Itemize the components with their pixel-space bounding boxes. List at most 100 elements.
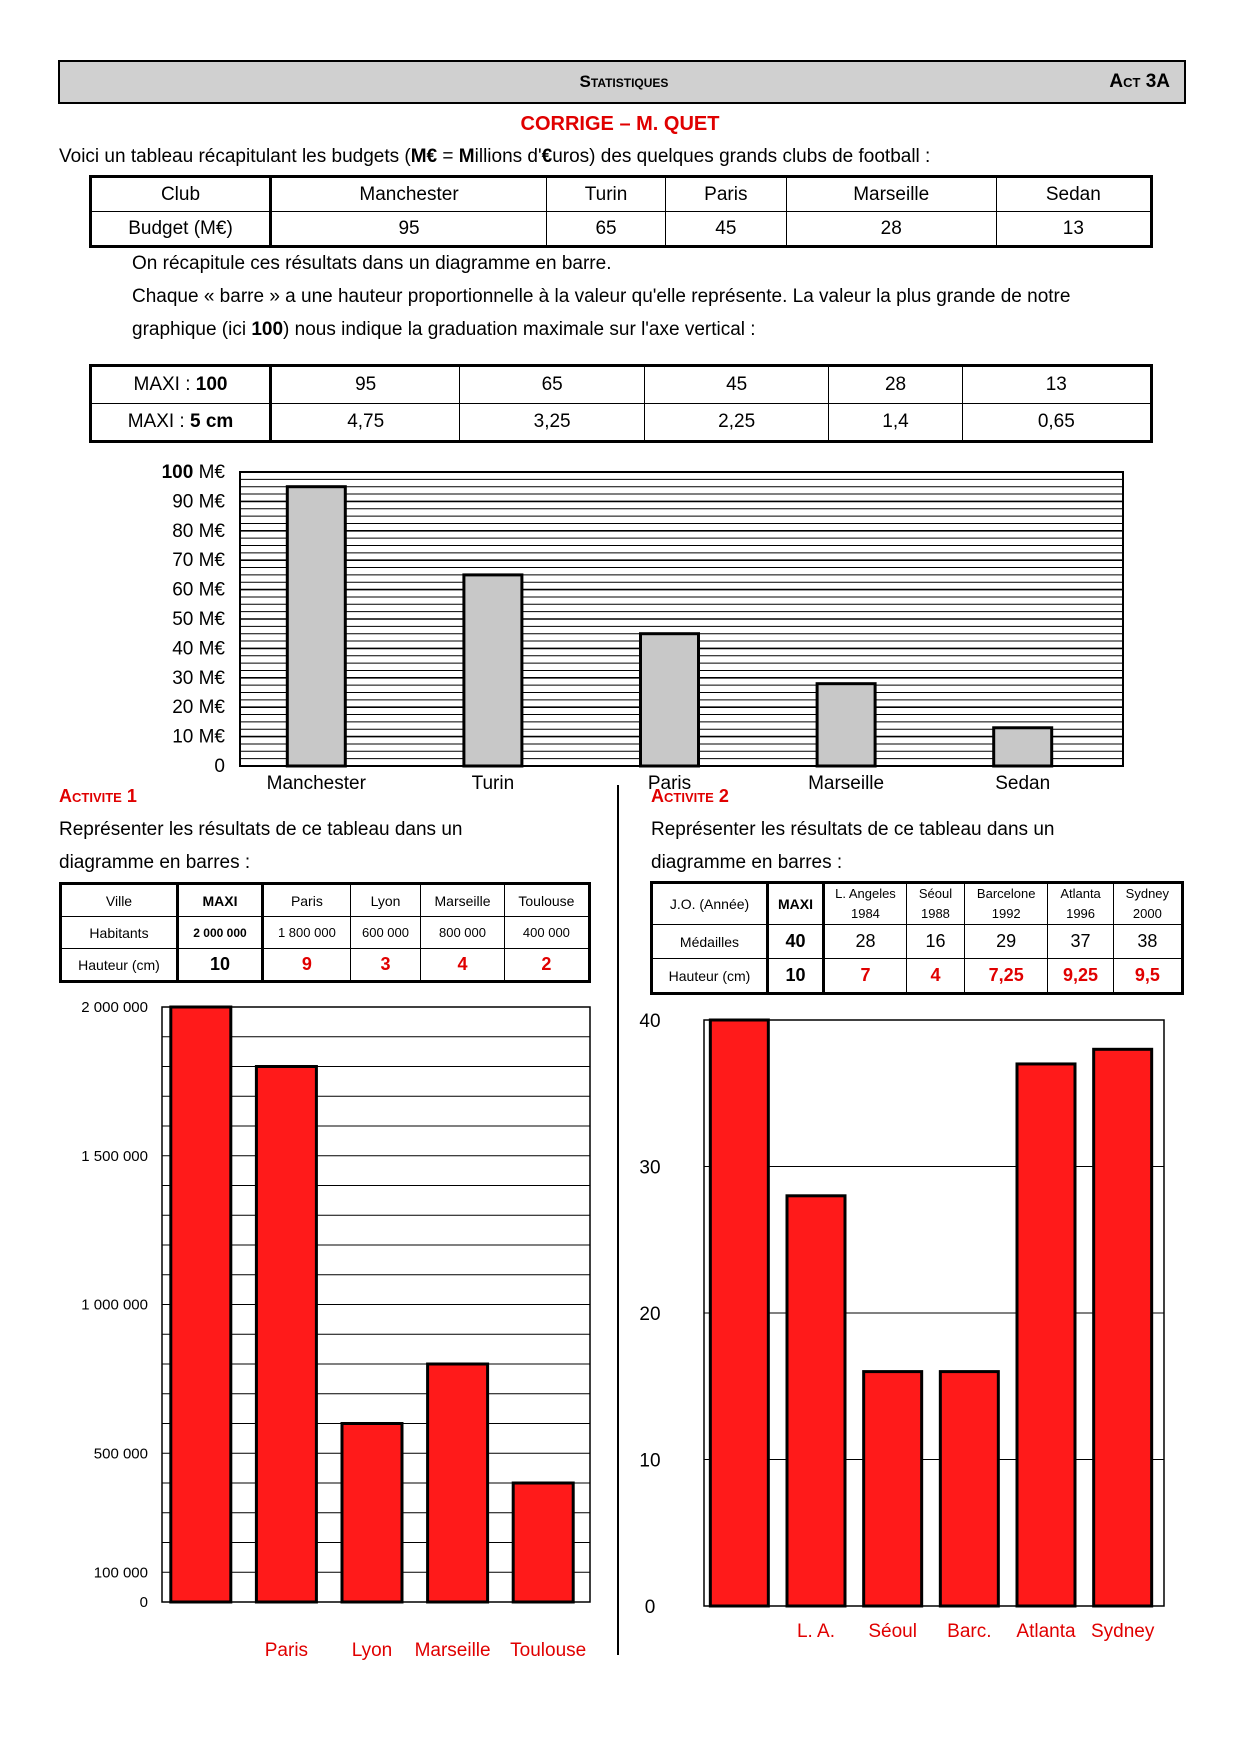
y-tick-label: 60 M€	[172, 580, 225, 601]
intro-b1: M€	[410, 146, 438, 167]
table-row: Budget (M€) 95 65 45 28 13	[90, 211, 1153, 247]
x-tick-label: Sedan	[995, 773, 1050, 794]
table-cell: 38	[1112, 924, 1184, 959]
column-divider	[617, 785, 619, 1655]
activite1-text: Représenter les résultats de ce tableau …	[59, 813, 589, 879]
table-cell: 3	[349, 948, 422, 982]
x-tick-label: Atlanta	[1016, 1621, 1076, 1642]
bar	[254, 1065, 318, 1604]
bar	[708, 1018, 770, 1608]
intro-mid1: =	[437, 146, 459, 167]
y-tick-label: 500 000	[94, 1445, 148, 1462]
table-cell: 28	[823, 924, 907, 959]
activite2-line2: diagramme en barres :	[651, 852, 843, 873]
y-tick-label: 50 M€	[172, 609, 225, 630]
cell-label-bold: 100	[195, 374, 228, 395]
bar	[639, 632, 700, 768]
table-cell: 28	[828, 365, 963, 404]
table-cell: MAXI : 100	[90, 365, 272, 404]
table-cell: Budget (M€)	[90, 211, 272, 247]
y-tick-label: 30	[639, 1158, 660, 1179]
table-cell: Paris	[664, 176, 787, 212]
table-cell: 7,25	[963, 958, 1049, 994]
x-tick-label: Paris	[265, 1640, 308, 1661]
explain-line3-pre: graphique (ici	[132, 319, 252, 340]
activite1-line2: diagramme en barres :	[59, 852, 251, 873]
y-tick-label: 1 500 000	[81, 1148, 148, 1165]
table-cell: 95	[269, 211, 548, 247]
table-cell: 1,4	[828, 403, 963, 442]
table-row: MAXI : 100 95 65 45 28 13	[90, 365, 1153, 404]
table-cell: 0,65	[961, 403, 1153, 442]
x-tick-label: Paris	[648, 773, 691, 794]
table-cell: 10	[177, 948, 264, 982]
x-tick-label: Séoul	[868, 1621, 917, 1642]
explain-text: On récapitule ces résultats dans un diag…	[132, 247, 1192, 346]
table-cell: 9,5	[1112, 958, 1184, 994]
bar	[1015, 1062, 1077, 1608]
intro-post: uros) des quelques grands clubs de footb…	[552, 146, 931, 167]
bar	[169, 1005, 233, 1604]
y-tick-label: 2 000 000	[81, 999, 148, 1016]
table-cell: 4	[420, 948, 505, 982]
intro-b2: M	[458, 146, 475, 167]
x-tick-label: Toulouse	[510, 1640, 586, 1661]
x-tick-label: Turin	[472, 773, 515, 794]
table-cell: 4	[905, 958, 966, 994]
table-cell: 40	[767, 924, 825, 959]
budget-table: Club Manchester Turin Paris Marseille Se…	[89, 175, 1153, 248]
bar	[992, 726, 1054, 768]
y-tick-label: 90 M€	[172, 491, 225, 512]
bar	[285, 485, 347, 768]
y-tick-label: 20 M€	[172, 697, 225, 718]
table-cell: MAXI	[177, 883, 264, 917]
y-tick-label: 100 000	[94, 1564, 148, 1581]
table-cell: 400 000	[503, 916, 591, 949]
y-tick-label: 20	[639, 1304, 660, 1325]
bar	[785, 1194, 847, 1608]
table-cell: Hauteur (cm)	[60, 948, 179, 982]
y-tick-label: 80 M€	[172, 521, 225, 542]
cell-label: MAXI :	[133, 374, 196, 395]
y-tick-label: 0	[645, 1597, 656, 1618]
table-cell: 65	[546, 211, 666, 247]
x-tick-label: Barc.	[947, 1621, 991, 1642]
x-tick-label: Marseille	[415, 1640, 491, 1661]
x-tick-label: Sydney	[1091, 1621, 1155, 1642]
bar	[938, 1370, 1000, 1608]
table-row: Club Manchester Turin Paris Marseille Se…	[90, 176, 1153, 212]
bar	[340, 1422, 404, 1604]
y-tick-label: 10 M€	[172, 727, 225, 748]
table-cell: Paris	[262, 883, 351, 917]
table-cell: Toulouse	[503, 883, 591, 917]
table-row: Hauteur (cm) 10 9 3 4 2	[60, 948, 591, 982]
table-cell: J.O. (Année)	[651, 882, 769, 925]
header-bar: Statistiques Act 3A	[58, 60, 1186, 104]
table-cell: 800 000	[420, 916, 505, 949]
table-cell: 2	[503, 948, 591, 982]
table-cell: 2 000 000	[177, 916, 264, 949]
y-top-bold: 100	[162, 462, 194, 483]
intro-mid2: illions d'	[474, 146, 542, 167]
activite2-table: J.O. (Année) MAXI L. Angeles 1984 Séoul …	[650, 881, 1184, 995]
activite1-line1: Représenter les résultats de ce tableau …	[59, 819, 463, 840]
x-tick-label: Marseille	[808, 773, 884, 794]
y-tick-label: 1 000 000	[81, 1297, 148, 1314]
y-tick-label: 0	[214, 756, 225, 777]
table-cell: 16	[905, 924, 966, 959]
budget-chart: 0 10 M€ 20 M€ 30 M€ 40 M€ 50 M€ 60 M€ 70 M€ 80 M…	[162, 462, 1124, 794]
table-cell: Marseille	[785, 176, 997, 212]
x-tick-label: Lyon	[352, 1640, 393, 1661]
activite1-title: Activite 1	[59, 786, 137, 806]
table-cell: Hauteur (cm)	[651, 958, 769, 994]
table-row: J.O. (Année) MAXI L. Angeles 1984 Séoul …	[651, 882, 1184, 925]
table-cell: 1 800 000	[262, 916, 351, 949]
table-row: Hauteur (cm) 10 7 4 7,25 9,25 9,5	[651, 958, 1184, 994]
corrige-title: CORRIGE – M. QUET	[520, 113, 720, 135]
table-cell: Sydney 2000	[1112, 882, 1184, 925]
intro-text: Voici un tableau récapitulant les budget…	[59, 140, 1189, 173]
table-cell: Séoul 1988	[905, 882, 966, 925]
scale-table: MAXI : 100 95 65 45 28 13 MAXI : 5 cm 4,…	[89, 364, 1153, 443]
x-tick-label: L. A.	[797, 1621, 835, 1642]
table-cell: 3,25	[459, 403, 645, 442]
